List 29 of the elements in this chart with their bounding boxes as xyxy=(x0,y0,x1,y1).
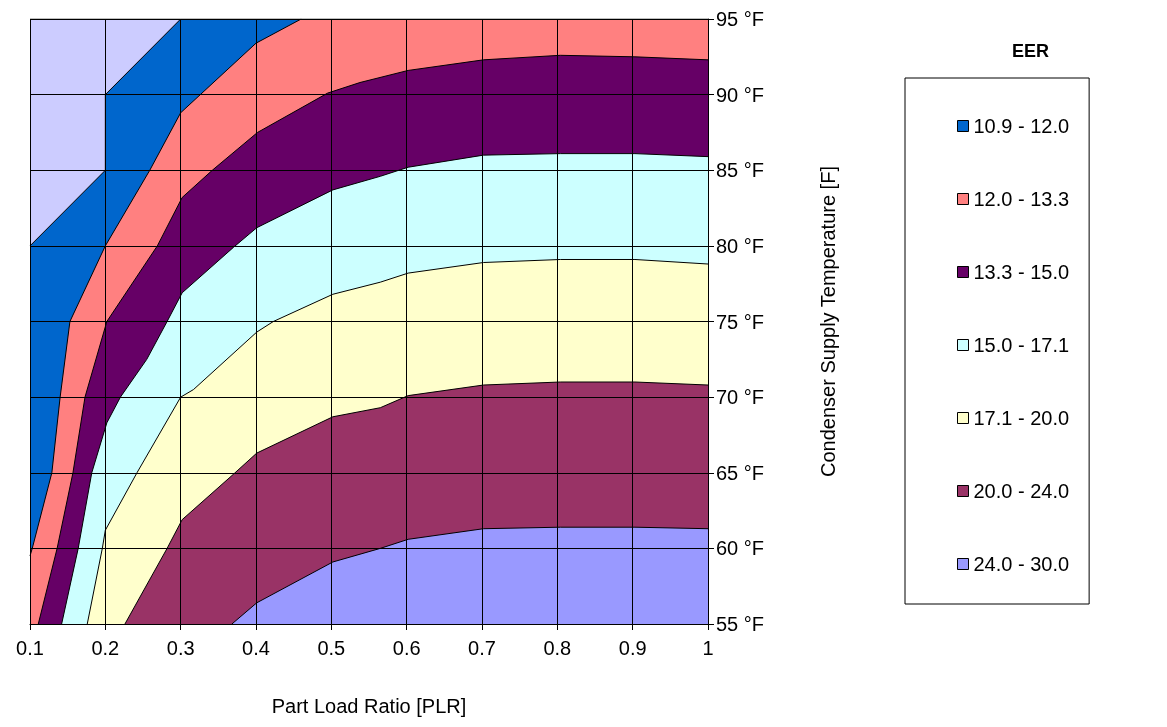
legend-label: 13.3 - 15.0 xyxy=(973,261,1070,283)
legend-label: 10.9 - 12.0 xyxy=(973,115,1070,137)
y-tick-label: 70 °F xyxy=(716,386,765,409)
y-tick-label: 55 °F xyxy=(716,613,765,635)
legend-label: 17.1 - 20.0 xyxy=(973,407,1070,429)
x-tick-label: 0.8 xyxy=(543,637,572,659)
y-tick-label: 65 °F xyxy=(716,461,765,484)
x-tick-label: 0.7 xyxy=(468,637,496,659)
y-tick-label: 60 °F xyxy=(716,537,765,560)
x-tick-label: 0.1 xyxy=(16,637,44,659)
legend-label: 15.0 - 17.1 xyxy=(973,334,1070,356)
y-tick-label: 75 °F xyxy=(716,310,765,333)
legend-label: 20.0 - 24.0 xyxy=(973,480,1070,502)
x-tick-label: 0.6 xyxy=(392,637,421,659)
y-tick-label: 90 °F xyxy=(716,83,765,106)
legend-label: 12.0 - 13.3 xyxy=(973,188,1070,210)
x-tick-label: 0.4 xyxy=(242,637,270,659)
legend-title: EER xyxy=(1012,41,1050,61)
legend-label: 24.0 - 30.0 xyxy=(973,553,1070,575)
y-axis-title: Condenser Supply Temperature [F] xyxy=(817,166,839,477)
y-tick-label: 85 °F xyxy=(716,159,765,182)
y-tick-label: 80 °F xyxy=(716,234,765,257)
x-tick-label: 0.3 xyxy=(166,637,195,659)
x-tick-label: 0.9 xyxy=(618,637,647,659)
x-tick-label: 0.5 xyxy=(317,637,346,659)
x-tick-label: 1 xyxy=(702,637,714,659)
y-tick-label: 95 °F xyxy=(716,8,765,30)
x-tick-label: 0.2 xyxy=(91,637,120,659)
x-axis-title: Part Load Ratio [PLR] xyxy=(271,695,467,717)
